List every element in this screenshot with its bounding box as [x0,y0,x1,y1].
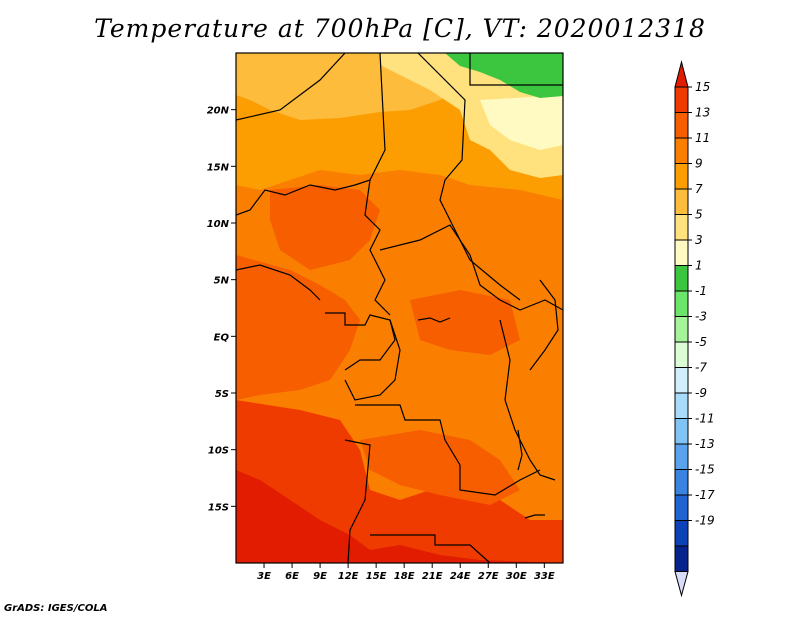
colorbar-label: 1 [695,259,703,273]
temperature-field [236,53,563,563]
border-line [355,404,541,496]
colorbar-swatch [674,188,689,215]
x-tick-label: 27E [478,571,499,582]
y-tick-label: 10S [208,446,229,457]
chart-title: Temperature at 700hPa [C], VT: 202001231… [94,14,706,43]
colorbar-label: 15 [695,80,710,94]
country-borders [236,53,563,563]
lake-outline [524,514,545,519]
x-tick-label: 12E [338,571,359,582]
border-line [417,53,521,301]
y-axis: 20N 15N 10N 5N EQ 5S 10S 15S [207,106,236,513]
x-tick-label: 6E [285,571,299,582]
field-nigeria-hot [270,185,380,270]
colorbar-swatch [674,443,689,470]
colorbar-swatch [674,137,689,164]
border-line [364,179,391,316]
x-tick-label: 9E [313,571,327,582]
x-tick-label: 3E [257,571,271,582]
colorbar-swatch [674,290,689,317]
colorbar-label: 13 [695,106,710,120]
colorbar-swatch [674,367,689,394]
colorbar-label: -13 [695,437,715,451]
y-tick-label: EQ [214,332,230,343]
x-tick-label: 24E [450,571,471,582]
colorbar-label: 3 [695,233,703,247]
colorbar-label: -17 [695,488,715,502]
lake-outline [517,429,523,471]
colorbar-swatch [674,214,689,241]
colorbar-bottom-arrow [674,571,689,598]
y-tick-label: 15N [207,162,230,173]
y-tick-label: 5N [214,276,230,287]
colorbar-label: 9 [695,157,703,171]
colorbar-label: 7 [695,182,703,196]
colorbar-swatch [674,469,689,496]
border-line [236,264,321,301]
colorbar-label: 5 [695,208,703,222]
border-line [469,53,563,86]
credit-label: GrADS: IGES/COLA [4,603,108,614]
border-line [325,312,396,371]
colorbar-swatch [674,316,689,343]
border-line [370,534,491,563]
colorbar-swatch [674,163,689,190]
x-tick-label: 33E [534,571,555,582]
colorbar-label: -11 [695,412,715,426]
colorbar-top-arrow [674,60,689,88]
colorbar-swatch [674,86,689,113]
border-line [529,279,559,371]
border-line [344,439,371,563]
colorbar-label: -5 [695,335,707,349]
colorbar-label: -1 [695,284,707,298]
x-axis: 3E 6E 9E 12E 15E 18E 21E 24E 27E 30E 33E [257,563,555,582]
field-far-north [445,53,563,98]
y-tick-label: 10N [207,219,230,230]
colorbar-swatch [674,418,689,445]
colorbar-swatch [674,265,689,292]
colorbar-label: -15 [695,463,715,477]
x-tick-label: 30E [506,571,527,582]
field-west-hot [236,255,360,400]
colorbar-swatch [674,494,689,521]
colorbar: 15 13 11 9 7 5 3 1 -1 -3 -5 -7 -9 -11 -13 -15 -17 -19 [674,60,715,598]
field-congo-hot [410,290,520,355]
x-tick-label: 15E [366,571,387,582]
border-line [236,53,346,121]
field-angola-hottest [236,470,563,563]
y-tick-label: 15S [208,502,229,513]
y-tick-label: 5S [215,389,229,400]
colorbar-label: -9 [695,386,707,400]
y-tick-label: 20N [207,106,230,117]
colorbar-swatch [674,112,689,139]
colorbar-swatch [674,545,689,572]
border-line [379,224,563,311]
lake-outline [417,317,451,323]
colorbar-label: -7 [695,361,707,375]
colorbar-label: -3 [695,310,707,324]
border-line [499,319,556,481]
colorbar-swatch [674,341,689,368]
field-northeast-mild [480,95,563,150]
colorbar-swatch [674,392,689,419]
field-south-hot [360,430,520,505]
border-line [344,319,401,401]
x-tick-label: 18E [394,571,415,582]
x-tick-label: 21E [422,571,443,582]
colorbar-label: 11 [695,131,710,145]
plot-frame [235,52,564,564]
colorbar-swatch [674,239,689,266]
border-line [236,53,386,216]
colorbar-swatch [674,520,689,547]
colorbar-label: -19 [695,514,715,528]
